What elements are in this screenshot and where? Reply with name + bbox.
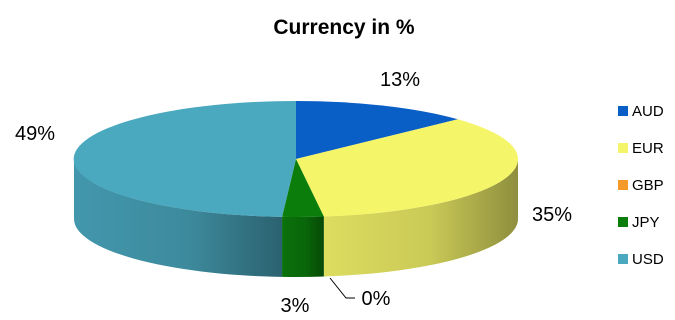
leader-line-gbp [329,277,355,299]
legend: AUD EUR GBP JPY USD [618,103,664,268]
legend-swatch-gbp [618,180,628,190]
data-labels: 13% 35% 0% 3% 49% [15,69,572,317]
pie-body [73,100,518,278]
slice-eur [296,119,518,217]
legend-label-usd: USD [632,251,664,268]
data-label-jpy: 3% [281,295,310,317]
legend-swatch-aud [618,106,628,116]
legend-label-eur: EUR [632,140,664,157]
legend-label-aud: AUD [632,103,664,120]
legend-label-jpy: JPY [632,214,660,231]
legend-swatch-jpy [618,217,628,227]
chart-title: Currency in % [273,16,415,39]
slice-aud [296,101,458,159]
data-label-eur: 35% [532,204,572,226]
data-label-usd: 49% [15,123,55,145]
data-label-aud: 13% [380,69,420,91]
legend-label-gbp: GBP [632,177,664,194]
legend-swatch-usd [618,254,628,264]
data-label-gbp: 0% [362,288,391,310]
slice-side-shade-eur [323,159,518,277]
slice-usd [73,100,296,217]
slice-side-shade-jpy [282,216,324,278]
legend-swatch-eur [618,143,628,153]
slice-side-shade-usd [74,159,283,277]
slice-jpy [282,159,324,218]
